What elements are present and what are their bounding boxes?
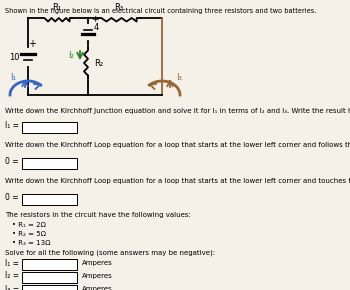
Text: • R₃ = 13Ω: • R₃ = 13Ω (12, 240, 50, 246)
FancyBboxPatch shape (22, 285, 77, 290)
Text: Amperes: Amperes (82, 260, 113, 266)
Text: 10: 10 (9, 52, 20, 61)
FancyBboxPatch shape (22, 259, 77, 270)
FancyBboxPatch shape (22, 158, 77, 169)
Text: I₂ =: I₂ = (5, 271, 19, 280)
Text: I₂: I₂ (68, 52, 74, 61)
Text: Solve for all the following (some answers may be negative):: Solve for all the following (some answer… (5, 249, 215, 255)
Text: 4: 4 (94, 23, 99, 32)
Text: I₃ =: I₃ = (5, 284, 19, 290)
Text: Amperes: Amperes (82, 273, 113, 279)
Text: R₂: R₂ (94, 59, 103, 68)
Text: The resistors in the circuit have the following values:: The resistors in the circuit have the fo… (5, 212, 191, 218)
FancyBboxPatch shape (22, 122, 77, 133)
Text: 0 =: 0 = (5, 193, 19, 202)
FancyBboxPatch shape (22, 272, 77, 283)
Text: Write down the Kirchhoff Loop equation for a loop that starts at the lower left : Write down the Kirchhoff Loop equation f… (5, 142, 350, 148)
Text: 0 =: 0 = (5, 157, 19, 166)
Text: • R₂ = 5Ω: • R₂ = 5Ω (12, 231, 46, 237)
Text: Shown in the figure below is an electrical circuit containing three resistors an: Shown in the figure below is an electric… (5, 8, 316, 14)
Text: I₁ =: I₁ = (5, 258, 19, 267)
Text: I₁ =: I₁ = (5, 122, 19, 130)
Text: Write down the Kirchhoff Junction equation and solve it for I₁ in terms of I₂ an: Write down the Kirchhoff Junction equati… (5, 108, 350, 114)
Text: +: + (91, 15, 98, 24)
Text: R₃: R₃ (114, 3, 124, 12)
Text: Amperes: Amperes (82, 286, 113, 290)
Text: I₁: I₁ (10, 73, 16, 82)
FancyBboxPatch shape (22, 194, 77, 205)
Text: R₁: R₁ (52, 3, 62, 12)
Text: I₃: I₃ (176, 73, 182, 82)
Text: +: + (28, 39, 36, 49)
Text: • R₁ = 2Ω: • R₁ = 2Ω (12, 222, 46, 228)
Text: Write down the Kirchhoff Loop equation for a loop that starts at the lower left : Write down the Kirchhoff Loop equation f… (5, 178, 350, 184)
